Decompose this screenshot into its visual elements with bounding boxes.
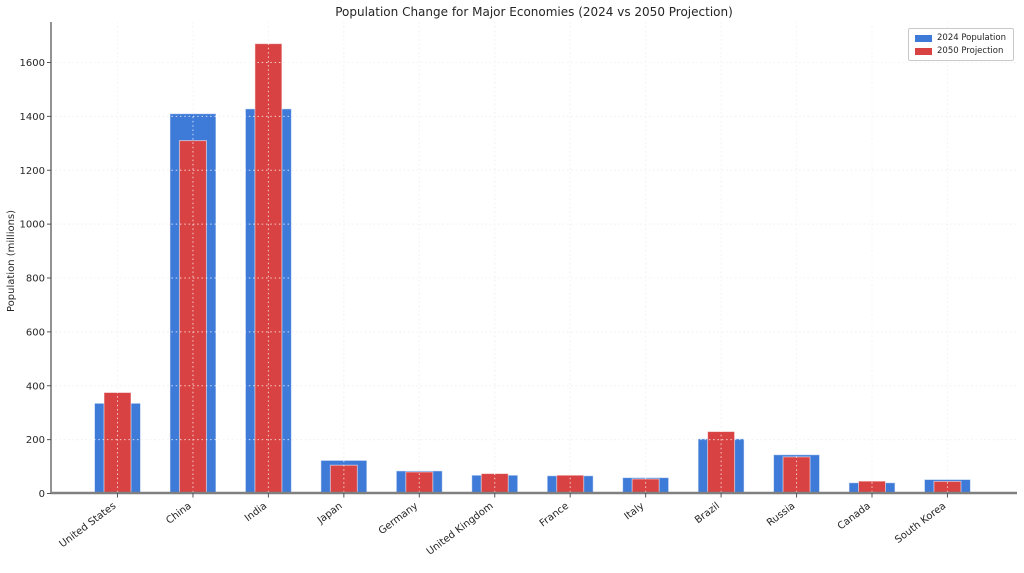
y-tick-label: 400	[26, 381, 45, 392]
x-tick-label: Japan	[315, 501, 345, 527]
y-tick-label: 200	[26, 435, 45, 446]
x-tick-label: Canada	[836, 501, 873, 533]
legend-swatch-2050	[915, 47, 932, 55]
legend: 2024 Population 2050 Projection	[908, 28, 1014, 61]
y-tick-label: 1600	[20, 58, 45, 69]
legend-label-2024: 2024 Population	[937, 33, 1006, 43]
bar-2050-brazil	[707, 431, 736, 495]
legend-swatch-2024	[915, 34, 932, 42]
legend-item-2050: 2050 Projection	[915, 46, 1006, 56]
x-tick-label: Russia	[765, 501, 797, 529]
x-tick-label: France	[538, 501, 571, 530]
y-tick-label: 600	[26, 327, 45, 338]
y-tick-label: 1200	[20, 166, 45, 177]
y-tick-label: 1400	[20, 112, 45, 123]
x-tick-label: Brazil	[693, 501, 722, 527]
y-tick-label: 1000	[20, 220, 45, 231]
x-tick-label: United Kingdom	[425, 501, 496, 558]
legend-item-2024: 2024 Population	[915, 33, 1006, 43]
x-tick-label: United States	[58, 501, 119, 551]
bar-2050-russia	[782, 456, 811, 494]
legend-label-2050: 2050 Projection	[937, 46, 1004, 56]
x-tick-label: India	[243, 501, 269, 525]
chart-title: Population Change for Major Economies (2…	[335, 5, 733, 19]
x-tick-label: Germany	[377, 501, 420, 537]
x-tick-label: Italy	[623, 501, 647, 523]
y-tick-label: 0	[39, 489, 45, 500]
y-tick-label: 800	[26, 274, 45, 285]
x-tick-label: South Korea	[893, 501, 948, 546]
x-tick-label: China	[164, 501, 193, 527]
